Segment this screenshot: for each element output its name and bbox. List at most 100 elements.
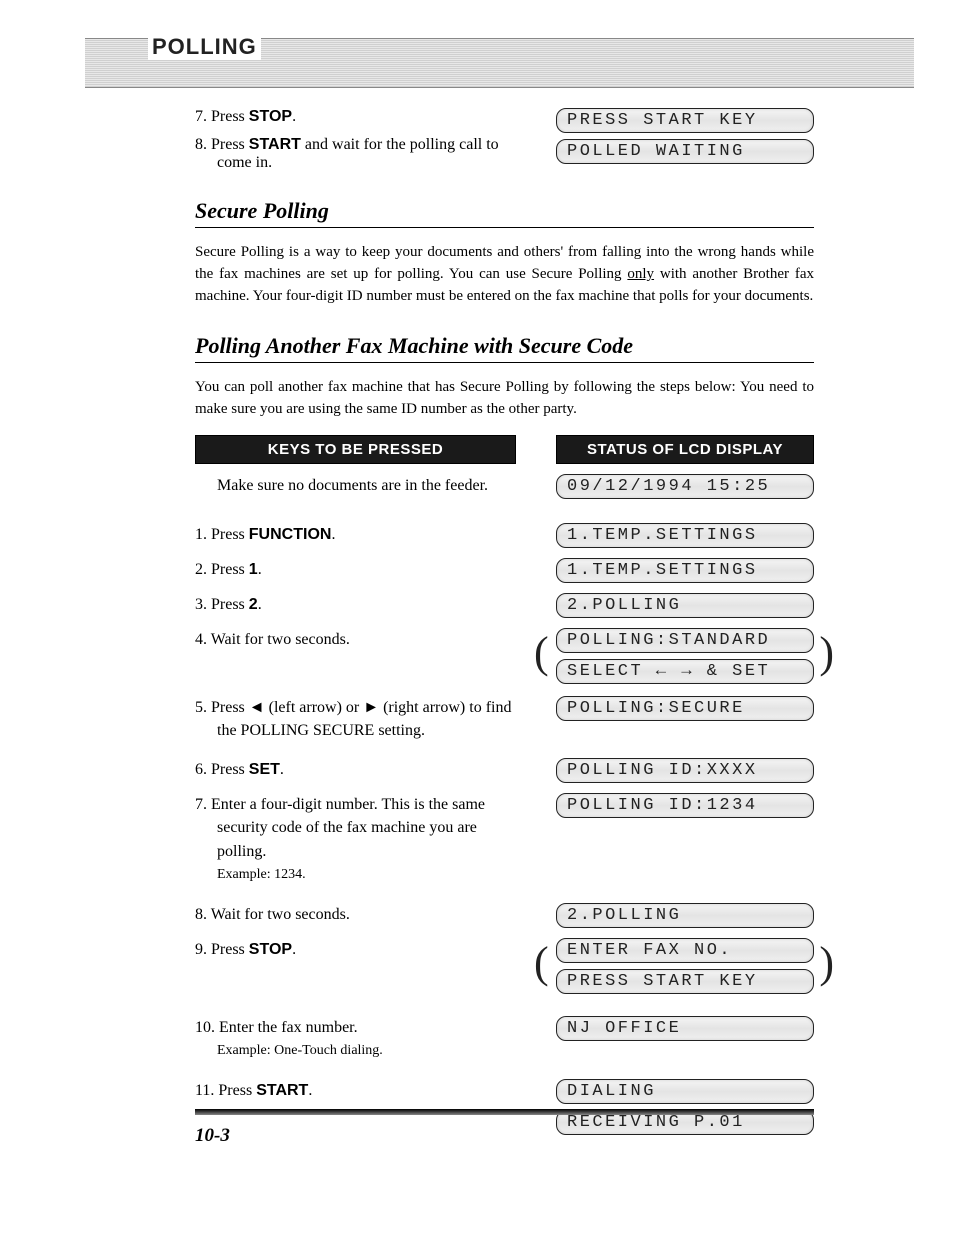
- instruction-right: 09/12/1994 15:25: [556, 474, 814, 505]
- step-num: 8.: [195, 136, 207, 153]
- step-text-bold: FUNCTION: [249, 526, 332, 543]
- lcd-stack: 1.TEMP.SETTINGS: [556, 523, 814, 548]
- bracket-right-icon: ): [819, 640, 834, 666]
- col-header-lcd: STATUS OF LCD DISPLAY: [556, 435, 814, 464]
- step-text: .: [258, 561, 262, 578]
- section-heading-polling-secure-code: Polling Another Fax Machine with Secure …: [195, 333, 814, 363]
- page-content: 7. Press STOP. 8. Press START and wait f…: [195, 108, 814, 1145]
- instruction-left: 5. Press ◄ (left arrow) or ► (right arro…: [195, 696, 516, 742]
- chapter-title: POLLING: [148, 36, 261, 60]
- step-num: 7.: [195, 108, 207, 125]
- step-text: Press: [211, 761, 249, 778]
- lcd-display: POLLING:SECURE: [556, 696, 814, 721]
- instruction-row: 9. Press STOP. ENTER FAX NO. PRESS START K…: [195, 938, 814, 1000]
- instruction-left: 2. Press 1.: [195, 558, 516, 581]
- step-text: Enter a four-digit number. This is the s…: [211, 796, 485, 859]
- lcd-display: 2.POLLING: [556, 903, 814, 928]
- step-num: 11.: [195, 1082, 218, 1099]
- footer-rule: [195, 1109, 814, 1115]
- instruction-right: 2.POLLING: [556, 903, 814, 934]
- step-text: .: [280, 761, 284, 778]
- instruction-left: Make sure no documents are in the feeder…: [195, 474, 516, 497]
- lcd-display: SELECT ← → & SET: [556, 659, 814, 684]
- step-text: Press: [211, 596, 249, 613]
- step-text-bold: 1: [249, 561, 258, 578]
- step-num: 7.: [195, 796, 211, 813]
- step-num: 6.: [195, 761, 211, 778]
- instruction-row: 6. Press SET. POLLING ID:XXXX: [195, 758, 814, 789]
- step-text: Press: [211, 561, 249, 578]
- instruction-row: 8. Wait for two seconds. 2.POLLING: [195, 903, 814, 934]
- step-num: 10.: [195, 1019, 219, 1036]
- instruction-row: 5. Press ◄ (left arrow) or ► (right arro…: [195, 696, 814, 742]
- step-text-pre: Press: [211, 108, 249, 125]
- step-text: .: [258, 596, 262, 613]
- step-num: 9.: [195, 941, 211, 958]
- lcd-display: POLLING ID:1234: [556, 793, 814, 818]
- step-text: Wait for two seconds.: [211, 631, 350, 648]
- lcd-stack: ENTER FAX NO.PRESS START KEY(): [556, 938, 814, 994]
- step-text-bold: START: [249, 136, 301, 153]
- instruction-left: 11. Press START.: [195, 1079, 516, 1102]
- lcd-display: NJ OFFICE: [556, 1016, 814, 1041]
- lcd-display: ENTER FAX NO.: [556, 938, 814, 963]
- lcd-display: 1.TEMP.SETTINGS: [556, 558, 814, 583]
- instruction-right: ENTER FAX NO.PRESS START KEY(): [556, 938, 814, 1000]
- col-header-keys: KEYS TO BE PRESSED: [195, 435, 516, 464]
- lcd-display: 09/12/1994 15:25: [556, 474, 814, 499]
- lcd-display: POLLING:STANDARD: [556, 628, 814, 653]
- instruction-rows: Make sure no documents are in the feeder…: [195, 474, 814, 1142]
- page-number: 10-3: [195, 1125, 230, 1147]
- step-text: Press: [211, 941, 249, 958]
- instruction-right: POLLING ID:1234: [556, 793, 814, 824]
- bracket-left-icon: (: [534, 640, 549, 666]
- para-text-underline: only: [627, 266, 654, 282]
- step-text: .: [292, 941, 296, 958]
- step-text-bold: START: [256, 1082, 308, 1099]
- lcd-stack: 09/12/1994 15:25: [556, 474, 814, 499]
- step-text: Press ◄ (left arrow) or ► (right arrow) …: [211, 699, 511, 739]
- lcd-stack: 2.POLLING: [556, 903, 814, 928]
- instruction-right: 1.TEMP.SETTINGS: [556, 523, 814, 554]
- instruction-right: POLLING ID:XXXX: [556, 758, 814, 789]
- instruction-row: 4. Wait for two seconds. POLLING:STANDARD…: [195, 628, 814, 690]
- column-headers: KEYS TO BE PRESSED STATUS OF LCD DISPLAY: [195, 435, 814, 464]
- step-text: Wait for two seconds.: [211, 906, 350, 923]
- lcd-stack: POLLING:SECURE: [556, 696, 814, 721]
- step-text: Press: [218, 1082, 256, 1099]
- step-text-pre: Press: [211, 136, 249, 153]
- lcd-display: DIALING: [556, 1079, 814, 1104]
- step-text: Press: [211, 526, 249, 543]
- instruction-left: 9. Press STOP.: [195, 938, 516, 961]
- instruction-row: 2. Press 1. 1.TEMP.SETTINGS: [195, 558, 814, 589]
- lcd-display: PRESS START KEY: [556, 969, 814, 994]
- lcd-display: POLLED WAITING: [556, 139, 814, 164]
- step-text-bold: SET: [249, 761, 280, 778]
- bracket-right-icon: ): [819, 950, 834, 976]
- instruction-left: 7. Enter a four-digit number. This is th…: [195, 793, 516, 885]
- instruction-right: 1.TEMP.SETTINGS: [556, 558, 814, 589]
- instruction-row: 7. Enter a four-digit number. This is th…: [195, 793, 814, 885]
- lcd-stack: 2.POLLING: [556, 593, 814, 618]
- instruction-left: 8. Wait for two seconds.: [195, 903, 516, 926]
- lcd-stack: 1.TEMP.SETTINGS: [556, 558, 814, 583]
- instruction-row: Make sure no documents are in the feeder…: [195, 474, 814, 505]
- lcd-stack: DIALINGRECEIVING P.01: [556, 1079, 814, 1135]
- lcd-stack: POLLING ID:XXXX: [556, 758, 814, 783]
- instruction-right: POLLING:SECURE: [556, 696, 814, 727]
- lcd-stack: POLLING:STANDARDSELECT ← → & SET(): [556, 628, 814, 684]
- instruction-left: 10. Enter the fax number.Example: One-To…: [195, 1016, 516, 1061]
- instruction-left: 6. Press SET.: [195, 758, 516, 781]
- step-num: 4.: [195, 631, 211, 648]
- instruction-left: 1. Press FUNCTION.: [195, 523, 516, 546]
- section-heading-secure-polling: Secure Polling: [195, 198, 814, 228]
- step-text-post: .: [292, 108, 296, 125]
- top-step-8: 8. Press START and wait for the polling …: [195, 136, 516, 172]
- step-num: 8.: [195, 906, 211, 923]
- step-text: Enter the fax number.: [219, 1019, 358, 1036]
- lcd-stack: POLLING ID:1234: [556, 793, 814, 818]
- instruction-right: NJ OFFICE: [556, 1016, 814, 1047]
- bracket-left-icon: (: [534, 950, 549, 976]
- top-step-7: 7. Press STOP.: [195, 108, 516, 126]
- step-text: .: [308, 1082, 312, 1099]
